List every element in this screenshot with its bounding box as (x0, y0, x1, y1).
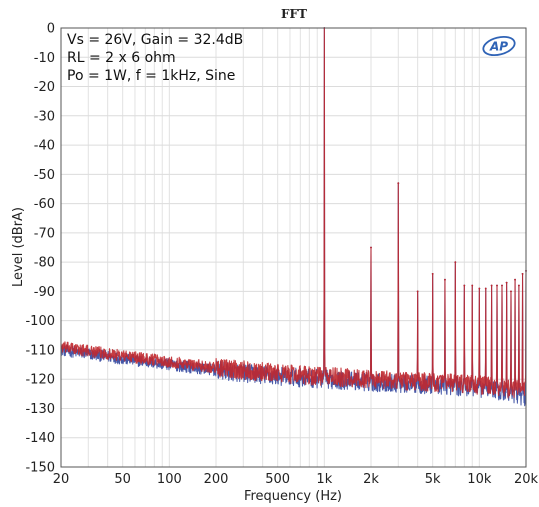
harmonic-peak-point (397, 182, 400, 185)
x-tick-label: 500 (265, 472, 290, 487)
harmonic-peak-point (471, 284, 474, 287)
y-tick-label: -80 (34, 256, 55, 271)
y-tick-label: -20 (34, 80, 55, 95)
x-tick-label: 200 (204, 472, 229, 487)
annotation-box: Vs = 26V, Gain = 32.4dB RL = 2 x 6 ohm P… (67, 32, 243, 84)
tick-labels: 0 -10 -20 -30 -40 -50 -60 -70 -80 -90 -100 -110 -120… (25, 22, 538, 488)
ap-logo: AP (482, 35, 516, 57)
harmonic-peak-point (501, 284, 503, 287)
harmonic-peak-point (416, 290, 419, 293)
x-tick-label: 100 (157, 472, 182, 487)
y-tick-label: -100 (25, 314, 55, 329)
x-tick-label: 50 (114, 472, 131, 487)
y-tick-label: -150 (25, 461, 55, 476)
x-tick-label: 20k (514, 472, 539, 487)
harmonic-peak-point (510, 290, 512, 293)
annotation-line-1: Vs = 26V, Gain = 32.4dB (67, 32, 243, 48)
y-tick-label: -60 (34, 197, 55, 212)
harmonic-peak-point (496, 284, 498, 287)
series-line (60, 27, 527, 399)
ap-logo-text: AP (489, 40, 508, 54)
harmonic-peak-point (444, 278, 446, 281)
harmonic-peak-point (505, 281, 508, 284)
x-tick-label: 10k (467, 472, 492, 487)
harmonic-peak-point (514, 278, 516, 281)
x-tick-label: 20 (53, 472, 70, 487)
y-axis-title: Level (dBrA) (11, 207, 26, 287)
annotation-line-2: RL = 2 x 6 ohm (67, 50, 176, 66)
y-tick-label: -10 (34, 51, 55, 66)
series-2 (60, 27, 527, 399)
y-tick-label: -30 (34, 109, 55, 124)
y-tick-label: -70 (34, 226, 55, 241)
plot-frame (60, 27, 527, 468)
harmonic-peak-point (521, 272, 524, 275)
x-tick-label: 5k (425, 472, 441, 487)
ap-logo-ring (482, 35, 516, 57)
y-tick-label: -140 (25, 431, 55, 446)
harmonic-peak-point (370, 246, 372, 249)
grid (61, 27, 526, 468)
harmonic-peak-point (484, 287, 487, 290)
annotation-line-3: Po = 1W, f = 1kHz, Sine (67, 68, 235, 84)
y-tick-label: -120 (25, 373, 55, 388)
chart-title: FFT (281, 7, 307, 21)
y-tick-label: -50 (34, 168, 55, 183)
harmonic-peak-point (431, 272, 434, 275)
harmonic-peak-point (463, 284, 466, 287)
harmonic-peak-point (490, 284, 493, 287)
y-tick-label: -40 (34, 139, 55, 154)
harmonic-peak-point (454, 261, 457, 264)
y-tick-label: -110 (25, 343, 55, 358)
x-tick-label: 2k (363, 472, 379, 487)
y-tick-label: -130 (25, 402, 55, 417)
y-tick-label: 0 (47, 22, 55, 37)
series-layer (60, 27, 527, 407)
harmonic-peak-point (478, 287, 481, 290)
y-tick-label: -90 (34, 285, 55, 300)
x-axis-title: Frequency (Hz) (244, 489, 342, 504)
harmonic-peak-point (518, 284, 520, 287)
x-tick-label: 1k (316, 472, 332, 487)
